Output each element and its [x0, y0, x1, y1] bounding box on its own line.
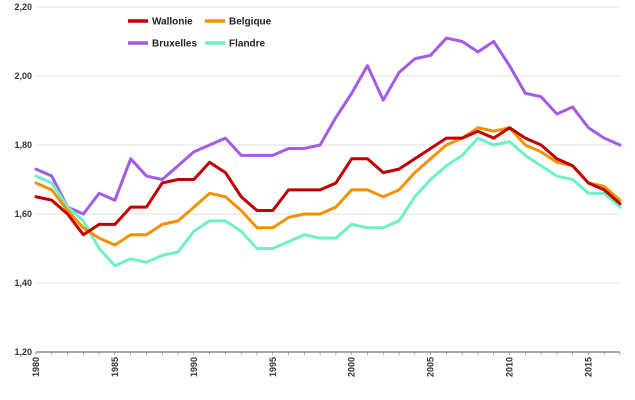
series-line-wallonie: [34, 126, 622, 237]
x-tick-label: 1980: [31, 357, 41, 377]
series-line-bruxelles: [34, 36, 622, 216]
x-tick-label: 1990: [189, 357, 199, 377]
y-tick-label: 1,60: [14, 209, 32, 219]
legend-label-belgique: Belgique: [229, 17, 272, 28]
x-axis: 1980 1985 1990 1995 2000 2005 2010 2015: [31, 352, 621, 377]
legend-label-bruxelles: Bruxelles: [152, 39, 197, 50]
gridlines: [36, 6, 620, 353]
series-lines: [34, 36, 622, 268]
x-tick-label: 1985: [110, 357, 120, 377]
x-tick-label: 2005: [426, 357, 436, 377]
y-axis-ticks: 1,20 1,40 1,60 1,80 2,00 2,20: [14, 2, 32, 357]
series-line-belgique: [34, 126, 622, 247]
legend-label-flandre: Flandre: [229, 39, 266, 50]
x-tick-label: 2000: [347, 357, 357, 377]
x-tick-label: 2010: [505, 357, 515, 377]
x-tick-label: 2015: [583, 357, 593, 377]
y-tick-label: 2,20: [14, 2, 32, 12]
legend-label-wallonie: Wallonie: [152, 17, 193, 28]
legend: Wallonie Belgique Bruxelles Flandre: [128, 17, 272, 50]
y-tick-label: 1,80: [14, 140, 32, 150]
y-tick-label: 1,40: [14, 278, 32, 288]
y-tick-label: 2,00: [14, 71, 32, 81]
x-tick-label: 1995: [268, 357, 278, 377]
y-tick-label: 1,20: [14, 347, 32, 357]
series-line-flandre: [34, 136, 622, 268]
